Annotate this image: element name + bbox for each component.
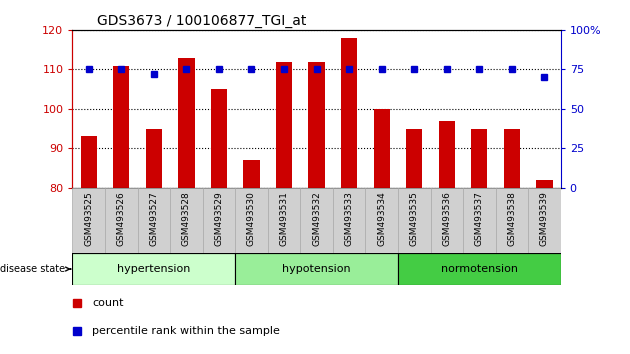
Text: percentile rank within the sample: percentile rank within the sample [92, 326, 280, 336]
Text: GSM493535: GSM493535 [410, 191, 419, 246]
Text: normotension: normotension [441, 264, 518, 274]
Bar [398, 253, 561, 285]
Text: GSM493537: GSM493537 [475, 191, 484, 246]
Bar [496, 188, 528, 253]
Bar [243, 160, 260, 188]
Bar [137, 188, 170, 253]
Text: disease state: disease state [0, 264, 71, 274]
Bar [235, 188, 268, 253]
Bar [203, 188, 235, 253]
Bar [463, 188, 496, 253]
Bar [146, 129, 162, 188]
Bar [170, 188, 203, 253]
Bar [341, 38, 357, 188]
Bar [276, 62, 292, 188]
Bar [536, 180, 553, 188]
Bar [72, 253, 235, 285]
Bar [301, 188, 333, 253]
Text: GSM493527: GSM493527 [149, 191, 158, 246]
Bar [438, 121, 455, 188]
Text: GSM493538: GSM493538 [507, 191, 517, 246]
Text: GSM493525: GSM493525 [84, 191, 93, 246]
Bar [81, 136, 97, 188]
Text: GSM493528: GSM493528 [182, 191, 191, 246]
Text: GSM493533: GSM493533 [345, 191, 353, 246]
Text: hypertension: hypertension [117, 264, 190, 274]
Bar [211, 89, 227, 188]
Bar [528, 188, 561, 253]
Text: hypotension: hypotension [282, 264, 351, 274]
Bar [113, 65, 129, 188]
Text: GDS3673 / 100106877_TGI_at: GDS3673 / 100106877_TGI_at [97, 14, 306, 28]
Bar [309, 62, 324, 188]
Bar [430, 188, 463, 253]
Text: GSM493531: GSM493531 [280, 191, 289, 246]
Bar [72, 188, 105, 253]
Text: count: count [92, 298, 123, 308]
Text: GSM493532: GSM493532 [312, 191, 321, 246]
Bar [471, 129, 488, 188]
Text: GSM493530: GSM493530 [247, 191, 256, 246]
Bar [406, 129, 422, 188]
Bar [105, 188, 137, 253]
Bar [398, 188, 430, 253]
Bar [365, 188, 398, 253]
Bar [374, 109, 390, 188]
Text: GSM493534: GSM493534 [377, 191, 386, 246]
Text: GSM493536: GSM493536 [442, 191, 451, 246]
Text: GSM493526: GSM493526 [117, 191, 126, 246]
Bar [235, 253, 398, 285]
Bar [333, 188, 365, 253]
Bar [178, 58, 195, 188]
Text: GSM493529: GSM493529 [214, 191, 224, 246]
Bar [268, 188, 301, 253]
Bar [504, 129, 520, 188]
Text: GSM493539: GSM493539 [540, 191, 549, 246]
